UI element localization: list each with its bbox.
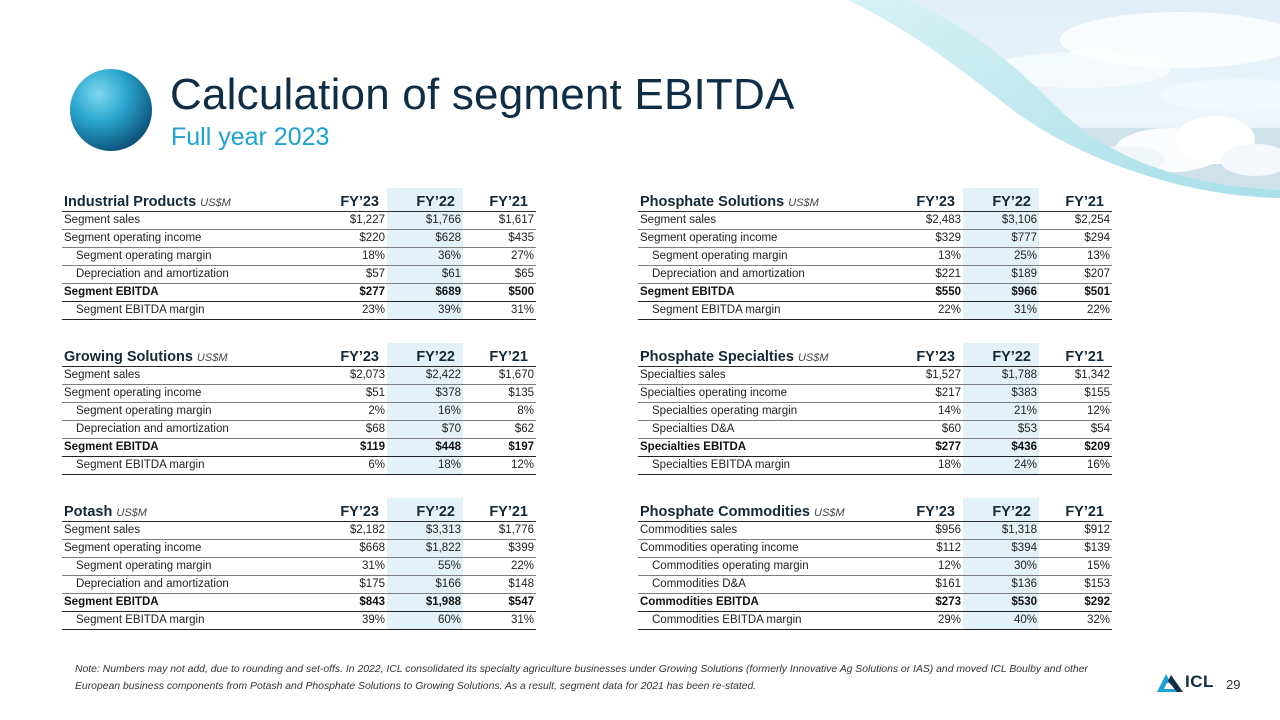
col-fy21: FY’21 <box>1039 188 1112 212</box>
unit-label: US$M <box>196 352 228 364</box>
table-phosphate-commodities: Phosphate Commodities US$M FY’23 FY’22 F… <box>638 498 1112 630</box>
table-row: Segment operating income $668 $1,822 $399 <box>62 539 536 558</box>
col-fy23: FY’23 <box>888 188 963 212</box>
table-row-ebitda: Segment EBITDA $277 $689 $500 <box>62 283 536 302</box>
table-phosphate-specialties: Phosphate Specialties US$M FY’23 FY’22 F… <box>638 343 1112 475</box>
table-header: Industrial Products US$M <box>62 188 312 212</box>
table-row: Depreciation and amortization $221 $189 $20… <box>638 265 1112 284</box>
table-header: Phosphate Solutions US$M <box>638 188 888 212</box>
page-title: Calculation of segment EBITDA <box>170 70 795 119</box>
table-row: Specialties sales $1,527 $1,788 $1,342 <box>638 366 1112 385</box>
table-row: Segment sales $2,483 $3,106 $2,254 <box>638 211 1112 230</box>
table-row: Segment operating margin 18% 36% 27% <box>62 247 536 266</box>
icl-logo: ICL <box>1157 672 1214 692</box>
table-header: Phosphate Commodities US$M <box>638 498 888 522</box>
table-title: Potash <box>64 504 113 520</box>
unit-label: US$M <box>116 507 147 519</box>
table-title: Phosphate Specialties <box>640 349 794 365</box>
table-phosphate-solutions: Phosphate Solutions US$M FY’23 FY’22 FY’… <box>638 188 1112 320</box>
table-row: Depreciation and amortization $68 $70 $62 <box>62 420 536 439</box>
unit-label: US$M <box>814 507 845 519</box>
page-subtitle: Full year 2023 <box>171 123 330 151</box>
table-row: Depreciation and amortization $57 $61 $65 <box>62 265 536 284</box>
table-industrial-products: Industrial Products US$M FY’23 FY’22 FY’… <box>62 188 536 320</box>
table-row: Commodities operating margin 12% 30% 15% <box>638 557 1112 576</box>
col-fy23: FY’23 <box>312 498 387 522</box>
col-fy22: FY’22 <box>963 188 1039 212</box>
table-row-ebitda: Segment EBITDA $843 $1,988 $547 <box>62 593 536 612</box>
table-header: Potash US$M <box>62 498 312 522</box>
col-fy23: FY’23 <box>888 498 963 522</box>
table-row: Segment operating margin 13% 25% 13% <box>638 247 1112 266</box>
col-fy23: FY’23 <box>312 343 387 367</box>
table-potash: Potash US$M FY’23 FY’22 FY’21 Segment sa… <box>62 498 536 630</box>
brand-orb <box>70 69 152 151</box>
col-fy22: FY’22 <box>963 498 1039 522</box>
table-row-ebitda: Segment EBITDA $119 $448 $197 <box>62 438 536 457</box>
col-fy22: FY’22 <box>963 343 1039 367</box>
table-row: Specialties operating income $217 $383 $155 <box>638 384 1112 403</box>
table-row: Depreciation and amortization $175 $166 $14… <box>62 575 536 594</box>
table-growing-solutions: Growing Solutions US$M FY’23 FY’22 FY’21… <box>62 343 536 475</box>
col-fy22: FY’22 <box>387 343 463 367</box>
col-fy21: FY’21 <box>463 188 536 212</box>
footnote: Note: Numbers may not add, due to roundi… <box>75 664 1088 692</box>
table-row-ebitda: Commodities EBITDA $273 $530 $292 <box>638 593 1112 612</box>
table-row: Segment EBITDA margin 22% 31% 22% <box>638 301 1112 320</box>
table-row: Segment sales $2,182 $3,313 $1,776 <box>62 521 536 540</box>
page-number: 29 <box>1226 677 1241 692</box>
col-fy23: FY’23 <box>312 188 387 212</box>
table-row: Commodities D&A $161 $136 $153 <box>638 575 1112 594</box>
table-row: Segment EBITDA margin 6% 18% 12% <box>62 456 536 475</box>
table-row: Commodities sales $956 $1,318 $912 <box>638 521 1112 540</box>
col-fy21: FY’21 <box>463 498 536 522</box>
table-row: Segment sales $1,227 $1,766 $1,617 <box>62 211 536 230</box>
table-row: Specialties EBITDA margin 18% 24% 16% <box>638 456 1112 475</box>
table-row: Segment operating margin 31% 55% 22% <box>62 557 536 576</box>
table-title: Phosphate Commodities <box>640 504 810 520</box>
col-fy21: FY’21 <box>1039 343 1112 367</box>
unit-label: US$M <box>788 197 819 209</box>
unit-label: US$M <box>200 197 231 209</box>
table-row: Segment operating margin 2% 16% 8% <box>62 402 536 421</box>
table-row: Segment sales $2,073 $2,422 $1,670 <box>62 366 536 385</box>
table-row: Commodities EBITDA margin 29% 40% 32% <box>638 611 1112 630</box>
col-fy21: FY’21 <box>463 343 536 367</box>
table-row: Segment operating income $220 $628 $435 <box>62 229 536 248</box>
col-fy21: FY’21 <box>1039 498 1112 522</box>
table-row: Specialties operating margin 14% 21% 12% <box>638 402 1112 421</box>
col-fy22: FY’22 <box>387 498 463 522</box>
table-header: Phosphate Specialties US$M <box>638 343 888 367</box>
table-header: Growing Solutions US$M <box>62 343 312 367</box>
table-row-ebitda: Segment EBITDA $550 $966 $501 <box>638 283 1112 302</box>
table-row: Commodities operating income $112 $394 $139 <box>638 539 1112 558</box>
unit-label: US$M <box>797 352 829 364</box>
icl-logo-icon <box>1157 674 1183 692</box>
table-title: Phosphate Solutions <box>640 194 785 210</box>
col-fy23: FY’23 <box>888 343 963 367</box>
table-row: Segment EBITDA margin 39% 60% 31% <box>62 611 536 630</box>
table-title: Industrial Products <box>64 194 197 210</box>
table-title: Growing Solutions <box>64 349 193 365</box>
table-row: Segment operating income $51 $378 $135 <box>62 384 536 403</box>
table-row: Segment operating income $329 $777 $294 <box>638 229 1112 248</box>
table-row: Specialties D&A $60 $53 $54 <box>638 420 1112 439</box>
col-fy22: FY’22 <box>387 188 463 212</box>
table-row-ebitda: Specialties EBITDA $277 $436 $209 <box>638 438 1112 457</box>
logo-text: ICL <box>1185 672 1214 691</box>
table-row: Segment EBITDA margin 23% 39% 31% <box>62 301 536 320</box>
